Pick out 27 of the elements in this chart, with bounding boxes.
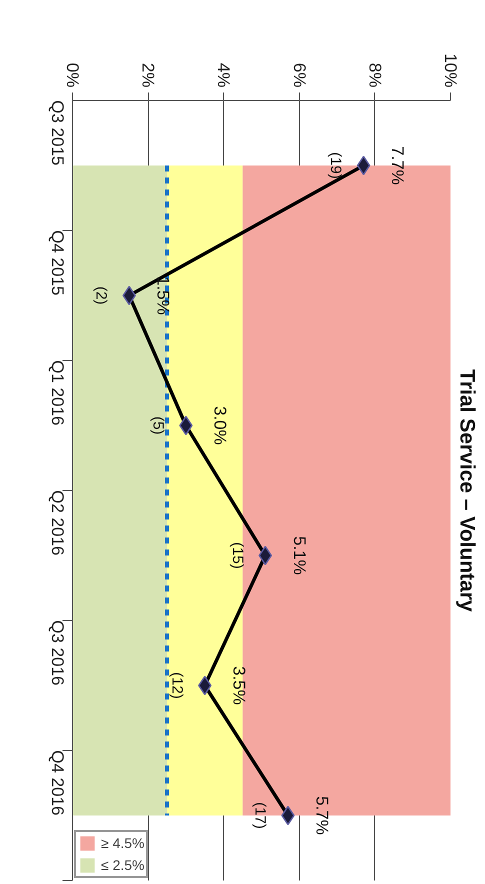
annotation: (12) xyxy=(168,672,186,699)
x-tick-label: 2% xyxy=(138,62,158,88)
annotation: (2) xyxy=(92,286,110,305)
x-tick-label: 10% xyxy=(441,53,460,88)
x-tick-label: 0% xyxy=(63,62,82,88)
y-tick-label: Q4 2015 xyxy=(48,230,67,296)
data-label: 5.1% xyxy=(290,536,309,575)
x-tick-label: 4% xyxy=(214,62,234,88)
annotation: (15) xyxy=(228,542,246,569)
data-label: 1.5% xyxy=(154,276,173,315)
y-tick-label: Q3 2016 xyxy=(48,620,67,686)
text: Trial Service – Voluntary xyxy=(456,369,478,612)
y-tick-label: Q4 2016 xyxy=(48,750,67,816)
x-tick-label: 8% xyxy=(365,62,384,88)
data-label: 7.7% xyxy=(388,146,408,185)
x-tick-label: 6% xyxy=(290,62,309,88)
legend-label: ≤ 2.5% xyxy=(101,857,144,873)
data-label: 5.7% xyxy=(312,796,332,835)
y-tick-label: Q2 2016 xyxy=(48,490,67,556)
data-label: 3.5% xyxy=(229,666,248,705)
y-tick-label: Q1 2016 xyxy=(48,360,67,426)
legend-label: ≥ 4.5% xyxy=(101,835,144,851)
data-label: 3.0% xyxy=(210,406,230,445)
annotation: (5) xyxy=(149,416,166,435)
y-tick-label: Q3 2015 xyxy=(48,100,67,166)
annotation: (19) xyxy=(327,152,344,179)
annotation: (17) xyxy=(251,802,268,829)
